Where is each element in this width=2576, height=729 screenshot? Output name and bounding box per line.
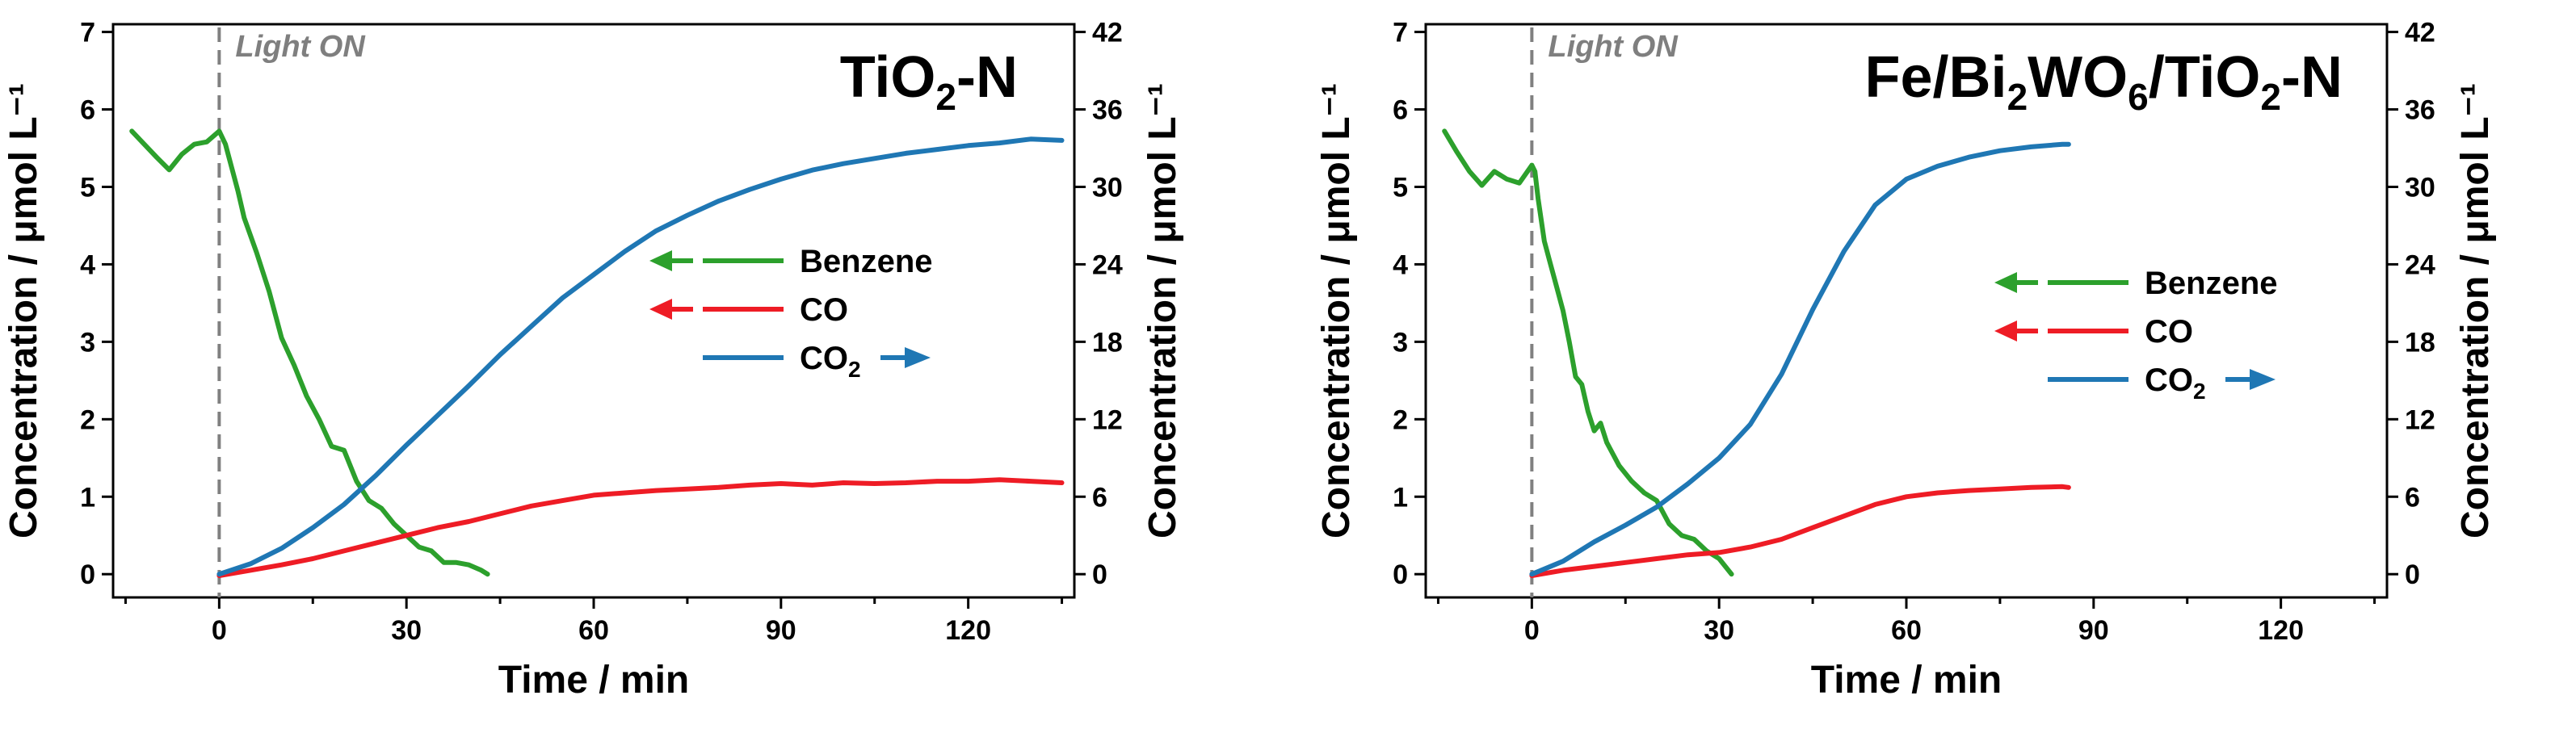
y-right-tick-label: 42	[2405, 18, 2435, 48]
y-left-tick-label: 1	[1393, 482, 1408, 513]
y-right-tick-label: 18	[2405, 327, 2435, 358]
legend-arrow-left-icon	[649, 250, 672, 271]
legend-label: CO	[800, 292, 848, 328]
legend-arrow-left-icon	[1994, 321, 2017, 341]
y-right-tick-label: 6	[1092, 482, 1107, 513]
y-left-tick-label: 4	[1393, 249, 1408, 280]
legend-label: CO	[2145, 314, 2193, 350]
x-tick-label: 30	[1704, 615, 1734, 646]
legend-label: Benzene	[800, 244, 933, 279]
series-line-benzene	[1442, 128, 1734, 577]
y-left-tick-label: 5	[1393, 172, 1408, 203]
series-line-co	[1529, 484, 2071, 579]
y-right-tick-label: 24	[1092, 249, 1123, 280]
legend-item-co2: CO2	[2048, 362, 2276, 404]
y-left-axis-title: Concentration / μmol L⁻¹	[2, 83, 45, 538]
y-left-tick-label: 3	[1393, 327, 1408, 358]
y-right-tick-label: 12	[2405, 404, 2435, 435]
y-right-axis-title: Concentration / μmol L⁻¹	[1141, 83, 1184, 538]
light-on-label: Light ON	[235, 30, 366, 64]
y-left-tick-label: 1	[80, 482, 95, 513]
x-tick-label: 60	[578, 615, 609, 646]
x-tick-label: 0	[212, 615, 227, 646]
y-left-tick-label: 5	[80, 172, 95, 203]
y-left-tick-label: 6	[1393, 95, 1408, 126]
y-right-tick-label: 42	[1092, 18, 1123, 48]
y-right-tick-label: 12	[1092, 404, 1123, 435]
legend-arrow-right-icon	[905, 347, 931, 368]
y-right-tick-label: 30	[2405, 172, 2435, 203]
y-right-tick-label: 24	[2405, 249, 2435, 280]
y-right-tick-label: 36	[2405, 95, 2435, 126]
x-tick-label: 0	[1524, 615, 1540, 646]
x-axis-title: Time / min	[498, 659, 690, 702]
legend-item-co: CO	[1994, 314, 2193, 350]
legend-arrow-right-icon	[2250, 369, 2276, 390]
x-tick-label: 30	[391, 615, 422, 646]
y-right-tick-label: 30	[1092, 172, 1123, 203]
legend-label: CO2	[2145, 362, 2206, 404]
y-left-tick-label: 2	[1393, 404, 1408, 435]
legend-item-benzene: Benzene	[1994, 266, 2278, 301]
light-on-label: Light ON	[1548, 30, 1679, 64]
legend-arrow-left-icon	[1994, 272, 2017, 293]
y-left-tick-label: 7	[1393, 18, 1408, 48]
x-tick-label: 90	[2078, 615, 2109, 646]
x-tick-label: 120	[945, 615, 991, 646]
legend-item-co2: CO2	[703, 341, 931, 382]
y-right-tick-label: 36	[1092, 95, 1123, 126]
y-left-tick-label: 7	[80, 18, 95, 48]
series-line-co2	[216, 136, 1065, 577]
series-line-benzene	[129, 128, 490, 577]
panel-title: TiO2-N	[840, 45, 1018, 118]
y-right-axis-title: Concentration / μmol L⁻¹	[2454, 83, 2497, 538]
y-left-tick-label: 0	[1393, 559, 1408, 590]
x-tick-label: 60	[1891, 615, 1922, 646]
legend-label: CO2	[800, 341, 861, 382]
y-left-tick-label: 6	[80, 95, 95, 126]
y-right-tick-label: 0	[1092, 559, 1107, 590]
y-left-tick-label: 4	[80, 249, 95, 280]
y-right-tick-label: 0	[2405, 559, 2420, 590]
plot-frame	[111, 23, 1076, 599]
y-left-tick-label: 0	[80, 559, 95, 590]
y-left-axis-title: Concentration / μmol L⁻¹	[1315, 83, 1358, 538]
series-line-co2	[1529, 141, 2071, 577]
y-right-tick-label: 18	[1092, 327, 1123, 358]
legend-item-benzene: Benzene	[649, 244, 933, 279]
x-tick-label: 90	[766, 615, 796, 646]
legend-item-co: CO	[649, 292, 848, 328]
legend-label: Benzene	[2145, 266, 2278, 301]
plot-frame	[1424, 23, 2389, 599]
series-line-co	[216, 477, 1065, 579]
y-left-tick-label: 3	[80, 327, 95, 358]
x-axis-title: Time / min	[1811, 659, 2002, 702]
legend-arrow-left-icon	[649, 299, 672, 320]
y-left-tick-label: 2	[80, 404, 95, 435]
y-right-tick-label: 6	[2405, 482, 2420, 513]
panel-title: Fe/Bi2WO6/TiO2-N	[1865, 45, 2343, 118]
x-tick-label: 120	[2258, 615, 2304, 646]
